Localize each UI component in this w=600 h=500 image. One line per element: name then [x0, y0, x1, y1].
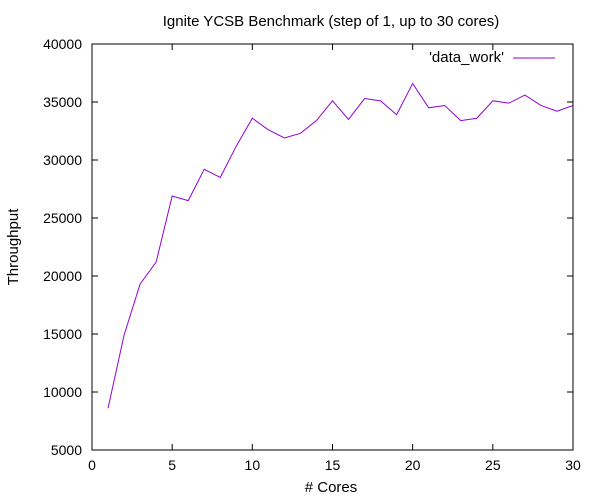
x-tick-label: 15 — [325, 457, 341, 473]
x-axis-label: # Cores — [305, 479, 358, 496]
y-tick-label: 15000 — [43, 326, 82, 342]
x-tick-label: 25 — [485, 457, 501, 473]
y-tick-label: 20000 — [43, 268, 82, 284]
x-tick-label: 5 — [168, 457, 176, 473]
y-axis-label: Throughput — [5, 208, 22, 286]
y-axis: 5000 10000 15000 20000 25000 30000 35000 40000 — [43, 36, 573, 458]
y-tick-label: 35000 — [43, 94, 82, 110]
y-tick-label: 5000 — [51, 442, 82, 458]
chart-title: Ignite YCSB Benchmark (step of 1, up to … — [163, 13, 500, 30]
y-tick-label: 10000 — [43, 384, 82, 400]
x-tick-label: 30 — [565, 457, 581, 473]
x-axis: 0 5 10 15 20 25 30 — [88, 44, 581, 473]
x-tick-label: 10 — [245, 457, 261, 473]
plot-frame — [91, 43, 574, 451]
y-tick-label: 40000 — [43, 36, 82, 52]
legend: 'data_work' — [429, 49, 555, 66]
x-tick-label: 20 — [405, 457, 421, 473]
series-group — [107, 82, 574, 409]
y-tick-label: 25000 — [43, 210, 82, 226]
legend-label: 'data_work' — [429, 49, 504, 66]
series-line — [107, 82, 574, 409]
x-tick-label: 0 — [88, 457, 96, 473]
y-tick-label: 30000 — [43, 152, 82, 168]
